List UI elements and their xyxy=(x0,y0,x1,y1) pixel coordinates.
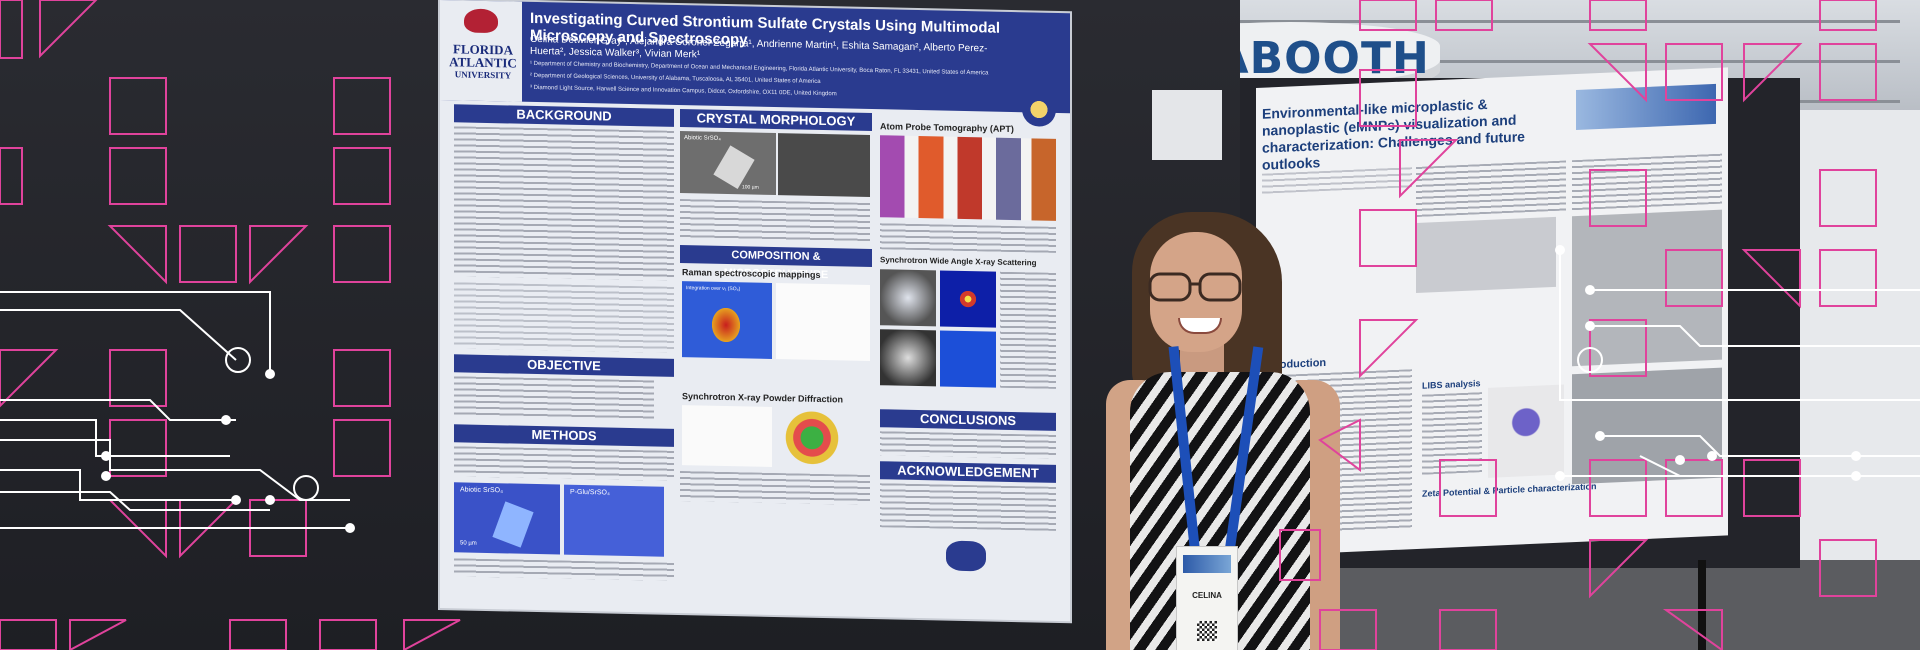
crystal-shape xyxy=(492,501,534,548)
section-objective: OBJECTIVE xyxy=(454,354,674,377)
diagram-figure xyxy=(1488,384,1564,478)
sem-image: Abiotic SrSO₄ 100 µm xyxy=(680,131,776,196)
sem-grid xyxy=(1572,367,1722,485)
section-methods: METHODS xyxy=(454,424,674,447)
research-poster-left: FLORIDA ATLANTIC UNIVERSITY Investigatin… xyxy=(440,0,1070,622)
body-text xyxy=(1416,160,1566,218)
crystal-image: P-Glu/SrSO₄ xyxy=(564,484,664,557)
logo-line: UNIVERSITY xyxy=(454,69,512,81)
crystal-image: Abiotic SrSO₄ 50 µm xyxy=(454,482,560,555)
logo-text: FLORIDA ATLANTIC UNIVERSITY xyxy=(448,41,518,82)
zeta-heading: Zeta Potential & Particle characterizati… xyxy=(1422,481,1597,499)
small-notice-sheet xyxy=(1152,90,1222,160)
body-text xyxy=(880,431,1056,459)
owl-logo-icon xyxy=(464,8,498,34)
image-label: Abiotic SrSO₄ xyxy=(684,135,721,142)
waxs-pattern xyxy=(880,329,936,387)
xrd-plot xyxy=(682,405,772,467)
nsf-seal-icon xyxy=(1022,92,1056,127)
caption-text xyxy=(680,471,870,506)
qr-code-icon xyxy=(1197,621,1217,641)
ceiling-truss xyxy=(1020,60,1900,63)
caption-text xyxy=(454,558,674,581)
poster-authors: Celina Detwiler Gray¹, Alejandra Coronel… xyxy=(530,34,1010,104)
xrd-subhead: Synchrotron X-ray Powder Diffraction xyxy=(682,391,844,405)
university-logo: FLORIDA ATLANTIC UNIVERSITY xyxy=(440,0,522,102)
board-leg xyxy=(1698,560,1706,650)
body-text xyxy=(1572,153,1722,211)
micrograph-grid xyxy=(1416,216,1556,294)
section-crystal-morphology: CRYSTAL MORPHOLOGY xyxy=(680,109,872,132)
caption-text xyxy=(880,223,1056,253)
raman-map: Integration over ν₁ (SO₄) xyxy=(682,281,772,359)
micrograph-grid xyxy=(1572,209,1722,367)
body-text xyxy=(1422,392,1482,475)
body-text xyxy=(454,126,674,281)
caption-text xyxy=(1000,271,1056,389)
waxs-pattern xyxy=(940,270,996,328)
libs-heading: LIBS analysis xyxy=(1422,378,1481,391)
footer-logo-icon xyxy=(946,540,986,572)
image-label: P-Glu/SrSO₄ xyxy=(570,488,610,497)
badge-name: CELINA xyxy=(1192,591,1222,600)
image-label: Abiotic SrSO₄ xyxy=(460,486,503,495)
name-badge: CELINA xyxy=(1176,546,1238,650)
waxs-subhead: Synchrotron Wide Angle X-ray Scattering xyxy=(880,255,1037,268)
badge-logo xyxy=(1183,555,1231,573)
glasses-icon xyxy=(1148,272,1242,302)
section-conclusions: CONCLUSIONS xyxy=(880,409,1056,431)
scale-label: 100 µm xyxy=(742,184,759,191)
raman-subhead: Raman spectroscopic mappings xyxy=(682,267,821,280)
crystal-shape xyxy=(713,145,755,189)
poster-logo-banner xyxy=(1576,83,1716,131)
section-composition: COMPOSITION & MICROSTRUCTURE xyxy=(680,245,872,281)
body-text xyxy=(454,446,674,481)
section-background: BACKGROUND xyxy=(454,104,674,127)
section-acknowledgement: ACKNOWLEDGEMENT xyxy=(880,461,1056,483)
waxs-pattern xyxy=(940,330,996,388)
exhibit-wall xyxy=(1780,110,1920,580)
crystal-structure-model xyxy=(776,407,866,469)
body-text xyxy=(880,483,1056,531)
raman-spectrum xyxy=(776,283,870,362)
references-text xyxy=(454,282,674,353)
scale-label: 50 µm xyxy=(460,540,477,547)
waxs-pattern xyxy=(880,269,936,327)
raman-hotspot xyxy=(712,307,740,343)
image-label: Integration over ν₁ (SO₄) xyxy=(686,285,741,293)
body-text xyxy=(454,376,654,421)
apt-reconstructions xyxy=(880,135,1056,221)
caption-text xyxy=(680,199,870,244)
poster-header: FLORIDA ATLANTIC UNIVERSITY Investigatin… xyxy=(440,0,1070,114)
sem-image xyxy=(778,133,870,198)
apt-subhead: Atom Probe Tomography (APT) xyxy=(880,121,1014,135)
